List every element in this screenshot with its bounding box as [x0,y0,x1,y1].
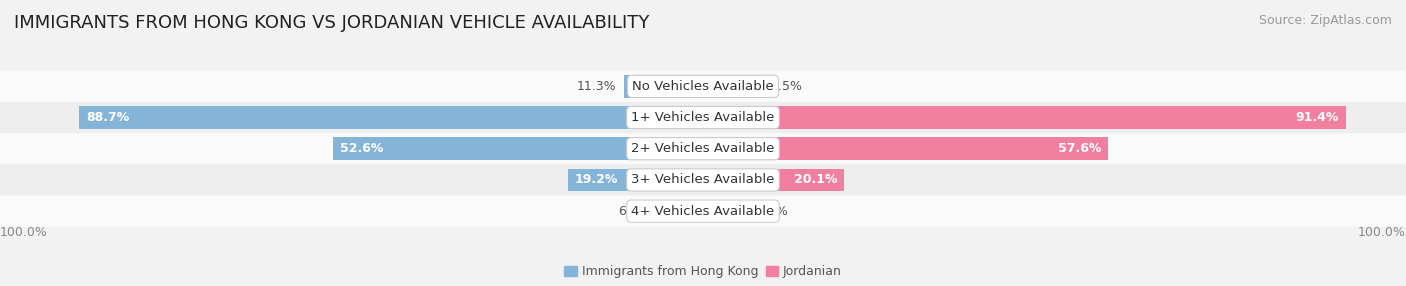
Text: 57.6%: 57.6% [1057,142,1101,155]
Text: 3+ Vehicles Available: 3+ Vehicles Available [631,173,775,186]
FancyBboxPatch shape [0,102,1406,133]
Text: 20.1%: 20.1% [794,173,838,186]
Bar [703,75,762,98]
Text: 88.7%: 88.7% [86,111,129,124]
FancyBboxPatch shape [0,164,1406,196]
Bar [333,138,703,160]
FancyBboxPatch shape [0,196,1406,227]
Bar [703,138,1108,160]
Bar [703,106,1346,129]
Bar [703,200,749,222]
Legend: Immigrants from Hong Kong, Jordanian: Immigrants from Hong Kong, Jordanian [560,260,846,283]
Bar [79,106,703,129]
Text: IMMIGRANTS FROM HONG KONG VS JORDANIAN VEHICLE AVAILABILITY: IMMIGRANTS FROM HONG KONG VS JORDANIAN V… [14,14,650,32]
Bar [703,169,844,191]
Bar [568,169,703,191]
Text: Source: ZipAtlas.com: Source: ZipAtlas.com [1258,14,1392,27]
Text: 52.6%: 52.6% [340,142,384,155]
Text: 100.0%: 100.0% [1358,227,1406,239]
FancyBboxPatch shape [0,71,1406,102]
Text: 6.6%: 6.6% [756,204,789,218]
Text: 11.3%: 11.3% [576,80,616,93]
Text: 1+ Vehicles Available: 1+ Vehicles Available [631,111,775,124]
Text: 8.5%: 8.5% [770,80,801,93]
Text: 4+ Vehicles Available: 4+ Vehicles Available [631,204,775,218]
Bar [624,75,703,98]
Text: 19.2%: 19.2% [575,173,619,186]
Text: 6.5%: 6.5% [619,204,650,218]
Text: 2+ Vehicles Available: 2+ Vehicles Available [631,142,775,155]
Bar [657,200,703,222]
Text: 91.4%: 91.4% [1295,111,1339,124]
Text: No Vehicles Available: No Vehicles Available [633,80,773,93]
Text: 100.0%: 100.0% [0,227,48,239]
FancyBboxPatch shape [0,133,1406,164]
